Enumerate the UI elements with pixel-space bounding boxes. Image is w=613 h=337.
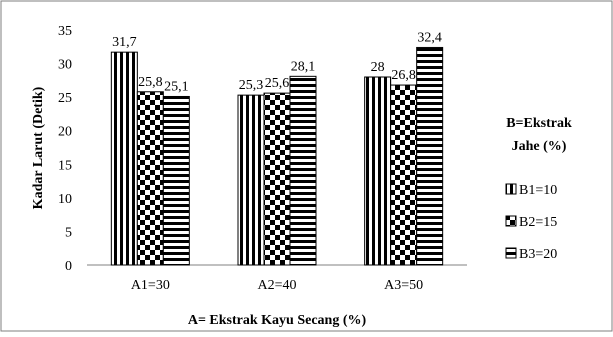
data-label: 32,4 <box>417 30 442 45</box>
x-tick-label: A3=50 <box>384 278 423 293</box>
legend-swatch <box>505 247 517 259</box>
y-tick-label: 20 <box>58 125 72 140</box>
y-tick-label: 15 <box>58 158 72 173</box>
data-label: 25,6 <box>265 76 290 91</box>
bar <box>162 95 190 266</box>
bars-group <box>110 46 444 266</box>
data-label: 25,1 <box>164 79 189 94</box>
data-label: 28,1 <box>291 59 316 74</box>
data-label: 25,3 <box>239 78 264 93</box>
x-axis-title: A= Ekstrak Kayu Secang (%) <box>188 313 367 328</box>
data-label: 28 <box>371 60 385 75</box>
legend-item: B3=20 <box>505 247 557 262</box>
legend-swatch <box>505 183 517 195</box>
data-label: 25,8 <box>138 75 163 90</box>
bar <box>263 92 291 266</box>
legend: B=Ekstrak Jahe (%) B1=10 B2=15 B3=20 <box>505 116 572 262</box>
y-tick-label: 25 <box>58 91 72 106</box>
legend-item: B1=10 <box>505 183 557 198</box>
legend-title-line-2: Jahe (%) <box>512 139 567 154</box>
bar <box>364 76 392 266</box>
data-label: 26,8 <box>391 68 416 83</box>
legend-label: B3=20 <box>519 247 557 262</box>
bar <box>390 84 418 266</box>
y-tick-label: 35 <box>58 24 72 39</box>
y-tick-label: 5 <box>65 225 72 240</box>
y-tick-label: 10 <box>58 192 72 207</box>
y-tick-label: 30 <box>58 58 72 73</box>
bar <box>416 46 444 266</box>
bar <box>237 94 265 266</box>
legend-label: B1=10 <box>519 183 557 198</box>
bar <box>136 91 164 266</box>
data-label: 31,7 <box>112 35 137 50</box>
bar <box>110 51 138 266</box>
y-tick-label: 0 <box>65 259 72 274</box>
bar <box>289 75 317 266</box>
legend-title-line-1: B=Ekstrak <box>506 116 572 131</box>
legend-swatch <box>505 215 517 227</box>
x-tick-label: A1=30 <box>131 278 170 293</box>
x-tick-label: A2=40 <box>257 278 296 293</box>
y-axis-ticks: 0 5 10 15 20 25 30 35 <box>58 24 72 274</box>
legend-label: B2=15 <box>519 215 557 230</box>
legend-items: B1=10 B2=15 B3=20 <box>505 183 557 262</box>
x-axis-tick-labels: A1=30 A2=40 A3=50 <box>131 278 423 293</box>
y-axis-title: Kadar Larut (Detik) <box>31 86 46 209</box>
legend-item: B2=15 <box>505 215 557 230</box>
data-labels-group: 31,7 25,8 25,1 25,3 25,628,1 28 26,8 32,4 <box>112 30 442 94</box>
